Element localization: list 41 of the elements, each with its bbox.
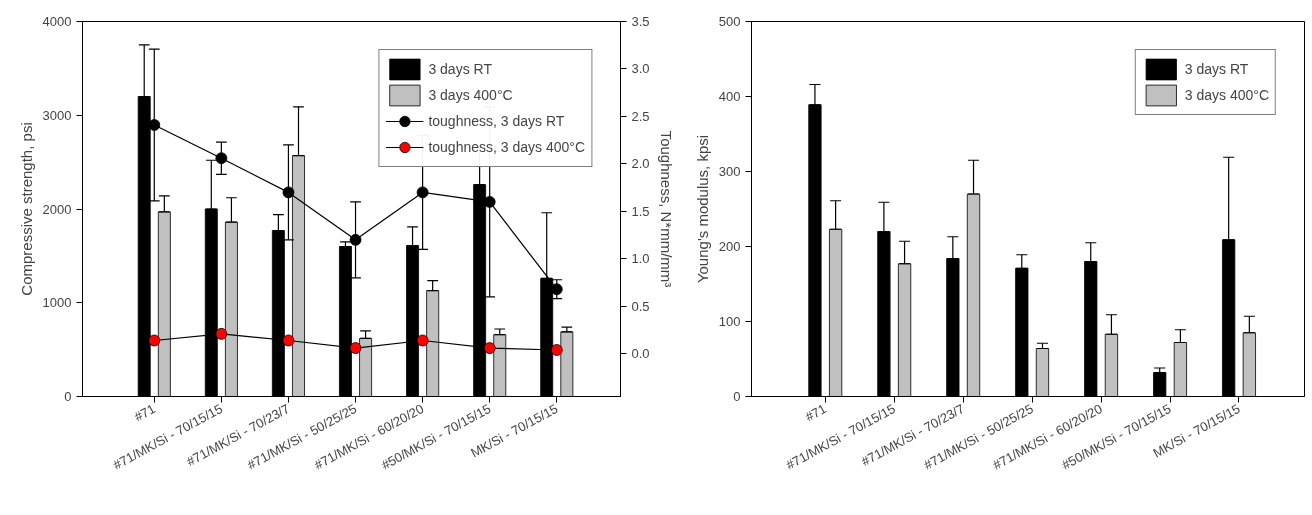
- legend-label: 3 days 400°C: [1184, 87, 1269, 103]
- point: [215, 327, 228, 340]
- legend-label: toughness, 3 days 400°C: [428, 139, 585, 155]
- point: [148, 334, 161, 347]
- point: [349, 233, 362, 246]
- y-tick-label: 0: [64, 389, 72, 404]
- point: [215, 152, 228, 165]
- y-tick-label: 400: [718, 89, 741, 104]
- x-tick-label: #71: [802, 400, 829, 425]
- point: [416, 334, 429, 347]
- y2-tick-label: 2.5: [631, 108, 650, 124]
- legend-label: 3 days RT: [428, 61, 492, 77]
- y-tick-label: 3000: [42, 107, 72, 123]
- y2-tick-label: 0.0: [631, 346, 650, 362]
- y2-axis-title: Toughness, N*mm/mm³: [657, 130, 675, 288]
- y2-tick-label: 2.0: [631, 156, 650, 172]
- x-tick-label: #71: [131, 400, 158, 425]
- legend-label: 3 days RT: [1184, 61, 1249, 77]
- y-tick-label: 1000: [42, 295, 72, 311]
- legend-label: toughness, 3 days RT: [428, 113, 565, 129]
- legend-label: 3 days 400°C: [428, 87, 513, 103]
- y-tick-label: 200: [718, 239, 741, 254]
- y-tick-label: 100: [718, 314, 741, 329]
- y-axis-title: Compressive strength, psi: [17, 122, 35, 296]
- y-axis-title: Young's modulus, kpsi: [693, 134, 711, 284]
- y-tick-label: 300: [718, 164, 741, 179]
- point: [282, 334, 295, 347]
- y2-tick-label: 0.5: [631, 298, 650, 314]
- y2-tick-label: 1.5: [631, 203, 650, 219]
- y-tick-label: 0: [733, 389, 741, 404]
- y-tick-label: 2000: [42, 201, 72, 217]
- point: [416, 186, 429, 199]
- y2-tick-label: 1.0: [631, 251, 650, 267]
- point: [483, 342, 496, 354]
- y-tick-label: 4000: [42, 14, 72, 29]
- y2-tick-label: 3.0: [631, 61, 650, 77]
- point: [550, 344, 563, 356]
- point: [349, 342, 362, 354]
- y-tick-label: 500: [718, 14, 741, 29]
- point: [282, 186, 295, 199]
- y2-tick-label: 3.5: [631, 14, 650, 29]
